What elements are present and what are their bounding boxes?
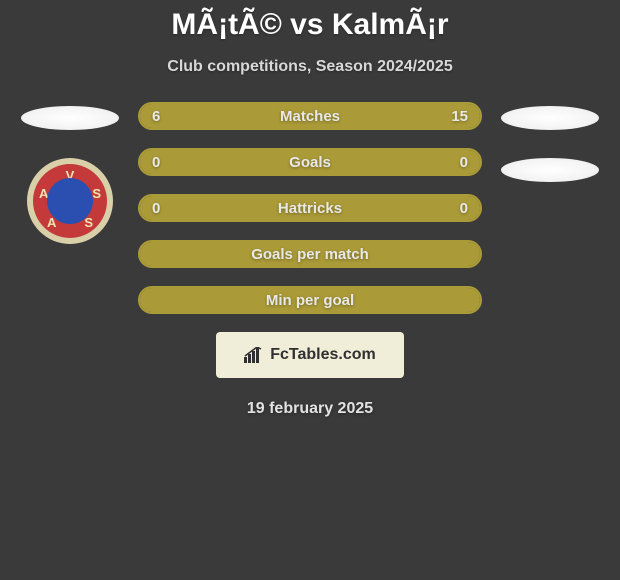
stat-bar: Min per goal: [138, 286, 482, 314]
stat-bar: 0 0 Goals: [138, 148, 482, 176]
stat-bar-fill-right: [235, 104, 480, 128]
comparison-card: MÃ¡tÃ© vs KalmÃ¡r Club competitions, Sea…: [0, 0, 620, 418]
player-photo-placeholder-right-1: [501, 106, 599, 130]
stat-value-left: 0: [152, 154, 160, 171]
club-badge-left: V A S A S: [27, 158, 113, 244]
stat-value-right: 0: [460, 154, 468, 171]
chart-icon: [244, 347, 264, 363]
subtitle: Club competitions, Season 2024/2025: [167, 58, 452, 76]
footer-date: 19 february 2025: [247, 400, 373, 418]
player-photo-placeholder-left: [21, 106, 119, 130]
player-photo-placeholder-right-2: [501, 158, 599, 182]
stat-label: Goals per match: [251, 246, 369, 263]
stat-bar: Goals per match: [138, 240, 482, 268]
stat-bar: 0 0 Hattricks: [138, 194, 482, 222]
stat-value-right: 15: [451, 108, 468, 125]
stat-label: Hattricks: [278, 200, 342, 217]
stat-value-left: 0: [152, 200, 160, 217]
stat-label: Min per goal: [266, 292, 354, 309]
club-badge-center: [47, 178, 93, 224]
right-column: [500, 102, 600, 182]
stat-label: Goals: [289, 154, 331, 171]
stat-bar: 6 15 Matches: [138, 102, 482, 130]
attribution-badge: FcTables.com: [216, 332, 404, 378]
stat-value-left: 6: [152, 108, 160, 125]
club-badge-ring: V A S A S: [33, 164, 107, 238]
page-title: MÃ¡tÃ© vs KalmÃ¡r: [171, 8, 448, 42]
stat-column: 6 15 Matches 0 0 Goals 0 0 Hattricks Goals per ma…: [138, 102, 482, 314]
main-row: V A S A S 6 15 Matches 0 0 Goals 0 0 Hattricks Go…: [0, 102, 620, 314]
badge-letter: S: [92, 186, 101, 201]
stat-value-right: 0: [460, 200, 468, 217]
attribution-text: FcTables.com: [270, 346, 376, 364]
left-column: V A S A S: [20, 102, 120, 244]
stat-label: Matches: [280, 108, 340, 125]
